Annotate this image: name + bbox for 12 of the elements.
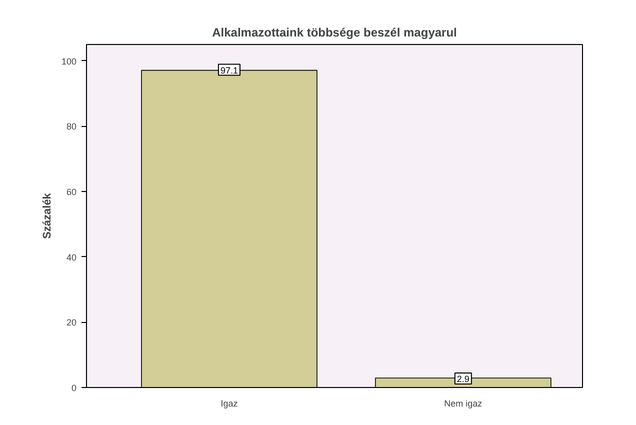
- data-label: 2.9: [456, 374, 470, 384]
- y-axis-title: Százalék: [41, 192, 54, 239]
- y-tick-label: 40: [66, 252, 77, 262]
- x-tick-label: Nem igaz: [444, 398, 483, 408]
- x-tick-label: Igaz: [220, 398, 238, 408]
- y-tick-label: 100: [61, 56, 77, 66]
- chart-title: Alkalmazottaink többsége beszél magyarul: [212, 26, 457, 40]
- y-tick-label: 0: [71, 383, 77, 393]
- data-label: 97.1: [220, 65, 238, 76]
- y-tick-label: 60: [66, 187, 77, 197]
- y-tick-label: 80: [66, 122, 77, 132]
- y-tick-label: 20: [66, 318, 77, 328]
